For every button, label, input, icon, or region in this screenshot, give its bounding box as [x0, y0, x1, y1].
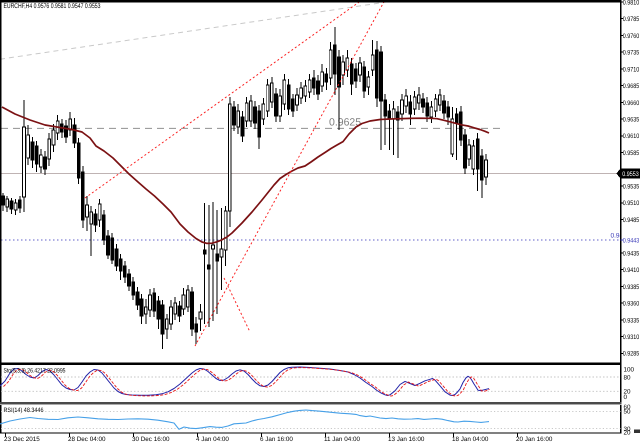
svg-text:0.9535: 0.9535 [623, 183, 640, 190]
svg-text:60: 60 [624, 404, 632, 411]
svg-text:0.9685: 0.9685 [623, 83, 640, 90]
svg-text:0.9285: 0.9285 [623, 351, 640, 358]
svg-text:0.9410: 0.9410 [623, 267, 640, 274]
svg-text:EURCHF,H4 0.9576 0.9581 0.954: EURCHF,H4 0.9576 0.9581 0.9547 0.9553 [4, 3, 101, 10]
svg-text:30: 30 [624, 426, 632, 433]
svg-text:0.9510: 0.9510 [623, 200, 640, 207]
svg-text:0.9610: 0.9610 [623, 133, 640, 140]
svg-text:4 Jan 04:00: 4 Jan 04:00 [196, 436, 229, 443]
svg-text:30 Dec 16:00: 30 Dec 16:00 [132, 436, 170, 443]
svg-text:0.9310: 0.9310 [623, 334, 640, 341]
svg-text:0.9360: 0.9360 [623, 301, 640, 308]
svg-text:0.9810: 0.9810 [623, 0, 640, 6]
svg-text:0.9585: 0.9585 [623, 150, 640, 157]
svg-text:0.9760: 0.9760 [623, 33, 640, 40]
svg-text:50: 50 [624, 409, 632, 416]
svg-text:11 Jan 04:00: 11 Jan 04:00 [324, 436, 360, 443]
svg-text:20 Jan 16:00: 20 Jan 16:00 [516, 436, 553, 443]
svg-text:6 Jan 16:00: 6 Jan 16:00 [260, 436, 293, 443]
svg-text:0.9443: 0.9443 [611, 233, 631, 240]
svg-text:0.9785: 0.9785 [623, 16, 640, 23]
svg-text:13 Jan 16:00: 13 Jan 16:00 [388, 436, 425, 443]
svg-text:0.9660: 0.9660 [623, 100, 640, 107]
svg-text:0.9710: 0.9710 [623, 66, 640, 73]
svg-text:18 Jan 04:00: 18 Jan 04:00 [452, 436, 489, 443]
svg-text:23 Dec 2015: 23 Dec 2015 [4, 436, 40, 443]
svg-text:Sto(5,3,3) 26.4217 22.0995: Sto(5,3,3) 26.4217 22.0995 [4, 367, 66, 374]
svg-text:100: 100 [624, 366, 635, 373]
svg-text:20: 20 [624, 430, 632, 437]
svg-text:28 Dec 04:00: 28 Dec 04:00 [68, 436, 106, 443]
svg-text:0: 0 [624, 394, 628, 401]
svg-text:0.9335: 0.9335 [623, 317, 640, 324]
svg-text:0.9735: 0.9735 [623, 50, 640, 57]
svg-text:RSI(14) 48.3446: RSI(14) 48.3446 [4, 407, 44, 414]
svg-text:20: 20 [624, 389, 632, 396]
svg-text:0.9385: 0.9385 [623, 284, 640, 291]
svg-text:0.9625: 0.9625 [329, 117, 361, 129]
svg-text:0.9553: 0.9553 [622, 171, 639, 178]
svg-text:0.9435: 0.9435 [623, 250, 640, 257]
svg-text:0.9443: 0.9443 [623, 237, 640, 244]
svg-text:0.9635: 0.9635 [623, 117, 640, 124]
svg-text:80: 80 [624, 374, 632, 381]
svg-text:0.9485: 0.9485 [623, 217, 640, 224]
